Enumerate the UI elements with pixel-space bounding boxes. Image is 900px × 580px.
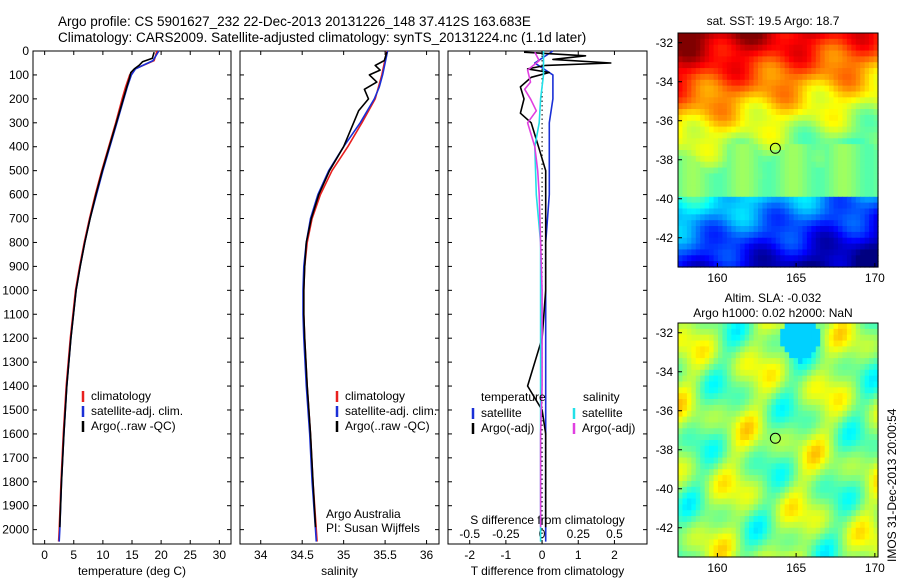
temperature-xtick-label: 25 bbox=[184, 548, 198, 562]
difference-xtick-label: 1 bbox=[575, 548, 582, 562]
climatology-title: Climatology: CARS2009. Satellite-adjuste… bbox=[58, 30, 587, 45]
temperature-legend-label-argo-adj: Argo(-adj) bbox=[481, 421, 534, 435]
temperature-legend-title: temperature bbox=[481, 390, 546, 404]
depth-tick-label: 100 bbox=[9, 68, 29, 82]
temperature-legend-label-satellite-adj-clim: satellite-adj. clim. bbox=[91, 404, 183, 418]
depth-tick-label: 1600 bbox=[2, 427, 29, 441]
sst-map-ytick-label: -34 bbox=[656, 75, 674, 89]
salinity-legend-label-argo-adj: Argo(-adj) bbox=[582, 421, 635, 435]
sla-map-ytick-label: -32 bbox=[656, 326, 674, 340]
depth-tick-label: 1700 bbox=[2, 451, 29, 465]
salinity-xtick-label: 35 bbox=[337, 548, 351, 562]
temperature-xtick-label: 30 bbox=[213, 548, 227, 562]
sla-map-ytick-label: -34 bbox=[656, 365, 674, 379]
salinity-legend-label-satellite-adj-clim: satellite-adj. clim. bbox=[345, 404, 437, 418]
salinity-legend-label-argo-raw-qc: Argo(..raw -QC) bbox=[345, 419, 430, 433]
depth-tick-label: 800 bbox=[9, 235, 29, 249]
salinity-xlabel: salinity bbox=[321, 564, 358, 578]
salinity-series-argo-raw-qc bbox=[302, 51, 388, 528]
salinity-xtick-label: 35.5 bbox=[373, 548, 397, 562]
depth-tick-label: 1000 bbox=[2, 283, 29, 297]
depth-tick-label: 1200 bbox=[2, 331, 29, 345]
depth-tick-label: 400 bbox=[9, 140, 29, 154]
difference-xtick-label: 2 bbox=[611, 548, 618, 562]
sst-map-ytick-label: -32 bbox=[656, 36, 674, 50]
credit-line-1: Argo Australia bbox=[326, 507, 401, 521]
sla-map-ytick-label: -40 bbox=[656, 482, 674, 496]
depth-tick-label: 1500 bbox=[2, 403, 29, 417]
depth-tick-label: 1300 bbox=[2, 355, 29, 369]
depth-tick-label: 600 bbox=[9, 188, 29, 202]
depth-tick-label: 200 bbox=[9, 92, 29, 106]
salinity-diff-tick-label: 0.5 bbox=[606, 527, 623, 541]
salinity-xtick-label: 36 bbox=[420, 548, 434, 562]
temperature-xtick-label: 5 bbox=[70, 548, 77, 562]
sst-map-ytick-label: -40 bbox=[656, 192, 674, 206]
sst-map-ytick-label: -38 bbox=[656, 153, 674, 167]
temperature-legend-label-satellite: satellite bbox=[481, 406, 522, 420]
salinity-legend-label-climatology: climatology bbox=[345, 389, 405, 403]
sla-map-xtick-label: 160 bbox=[707, 561, 727, 575]
depth-tick-label: 700 bbox=[9, 212, 29, 226]
temperature-xtick-label: 0 bbox=[41, 548, 48, 562]
temperature-legend-label-argo-raw-qc: Argo(..raw -QC) bbox=[91, 419, 176, 433]
difference-series-salinity-argo-adj bbox=[523, 51, 543, 528]
temperature-xtick-label: 15 bbox=[125, 548, 139, 562]
difference-xtick-label: -2 bbox=[464, 548, 475, 562]
salinity-diff-xlabel: S difference from climatology bbox=[470, 513, 625, 527]
temperature-legend-label-climatology: climatology bbox=[91, 389, 151, 403]
sst-map-ytick-label: -36 bbox=[656, 114, 674, 128]
sst-map-title: sat. SST: 19.5 Argo: 18.7 bbox=[707, 14, 840, 28]
depth-tick-label: 1100 bbox=[3, 307, 29, 321]
sst-map-frame bbox=[677, 32, 879, 268]
temperature-xlabel: temperature (deg C) bbox=[78, 564, 186, 578]
depth-tick-label: 300 bbox=[9, 116, 29, 130]
sla-map-ytick-label: -42 bbox=[656, 521, 674, 535]
imos-stamp: IMOS 31-Dec-2013 20:00:54 bbox=[885, 408, 899, 562]
salinity-diff-tick-label: -0.25 bbox=[492, 527, 520, 541]
salinity-xtick-label: 34 bbox=[254, 548, 268, 562]
sst-map-float-marker bbox=[769, 142, 781, 154]
temperature-series-argo-raw-qc bbox=[59, 51, 155, 528]
depth-tick-label: 1900 bbox=[2, 499, 29, 513]
temperature-xtick-label: 20 bbox=[154, 548, 168, 562]
sla-map-field bbox=[678, 323, 879, 558]
salinity-plot-frame bbox=[239, 50, 440, 545]
salinity-legend-label-satellite: satellite bbox=[582, 406, 623, 420]
difference-xlabel: T difference from climatology bbox=[471, 564, 625, 578]
profile-title: Argo profile: CS 5901627_232 22-Dec-2013… bbox=[58, 14, 531, 29]
sla-map-ytick-label: -36 bbox=[656, 404, 674, 418]
salinity-diff-tick-label: -0.5 bbox=[459, 527, 480, 541]
salinity-diff-tick-label: 0.25 bbox=[567, 527, 591, 541]
sla-map-ytick-label: -38 bbox=[656, 443, 674, 457]
depth-tick-label: 500 bbox=[9, 164, 29, 178]
salinity-diff-tick-label: 0 bbox=[539, 527, 546, 541]
sla-map-xtick-label: 170 bbox=[865, 561, 885, 575]
temperature-xtick-label: 10 bbox=[96, 548, 110, 562]
sst-map-xtick-label: 165 bbox=[786, 271, 806, 285]
difference-plot-frame bbox=[447, 50, 648, 545]
depth-tick-label: 2000 bbox=[2, 523, 29, 537]
sla-map-xtick-label: 165 bbox=[786, 561, 806, 575]
sla-map-frame bbox=[677, 322, 879, 558]
depth-tick-label: 900 bbox=[9, 259, 29, 273]
difference-xtick-label: -1 bbox=[501, 548, 512, 562]
depth-tick-label: 1400 bbox=[2, 379, 29, 393]
salinity-xtick-label: 34.5 bbox=[291, 548, 315, 562]
sla-map-title-2: Argo h1000: 0.02 h2000: NaN bbox=[693, 306, 852, 320]
temperature-plot-frame bbox=[32, 50, 232, 545]
depth-tick-label: 0 bbox=[22, 44, 29, 58]
salinity-legend-title: salinity bbox=[583, 390, 620, 404]
credit-line-2: PI: Susan Wijffels bbox=[326, 521, 420, 535]
difference-series-temperature-argo-adj bbox=[519, 51, 612, 528]
depth-tick-label: 1800 bbox=[2, 475, 29, 489]
sla-map-title-1: Altim. SLA: -0.032 bbox=[725, 291, 822, 305]
sst-map-xtick-label: 160 bbox=[707, 271, 727, 285]
sst-map-ytick-label: -42 bbox=[656, 231, 674, 245]
sla-map-float-marker bbox=[769, 432, 781, 444]
sst-map-xtick-label: 170 bbox=[865, 271, 885, 285]
sst-map-field bbox=[678, 33, 879, 268]
difference-xtick-label: 0 bbox=[539, 548, 546, 562]
